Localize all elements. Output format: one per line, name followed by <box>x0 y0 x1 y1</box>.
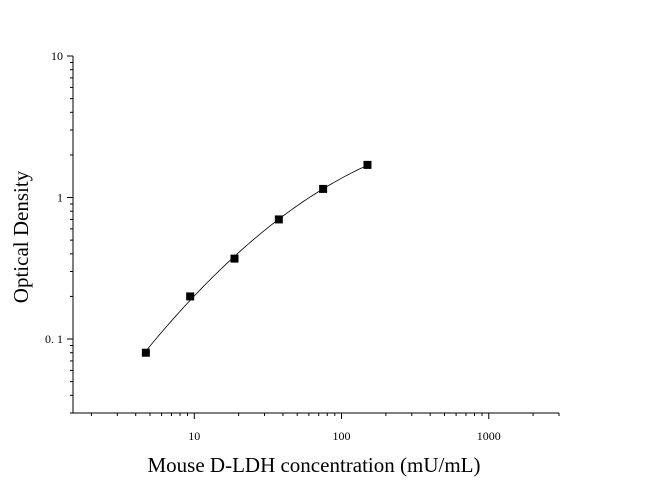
y-tick-label: 0. 1 <box>45 332 63 346</box>
fit-curve <box>145 164 368 352</box>
y-tick-labels: 0. 1 1 10 <box>45 49 63 346</box>
data-point <box>141 348 150 357</box>
data-point <box>230 254 239 263</box>
data-point <box>319 184 328 193</box>
y-tick-label: 10 <box>51 49 63 63</box>
x-tick-label: 100 <box>333 429 351 443</box>
y-ticks <box>67 55 73 414</box>
x-ticks <box>90 413 560 419</box>
x-tick-labels: 10 100 1000 <box>188 429 500 443</box>
y-axis-title: Optical Density <box>9 170 33 303</box>
data-point <box>186 292 195 301</box>
data-points <box>141 160 372 357</box>
axes: 10 100 1000 0. 1 1 10 <box>45 49 560 443</box>
y-tick-label: 1 <box>57 191 63 205</box>
x-tick-label: 1000 <box>477 429 501 443</box>
data-point <box>363 160 372 169</box>
x-tick-label: 10 <box>188 429 200 443</box>
data-point <box>274 215 283 224</box>
x-axis-title: Mouse D-LDH concentration (mU/mL) <box>148 453 481 477</box>
